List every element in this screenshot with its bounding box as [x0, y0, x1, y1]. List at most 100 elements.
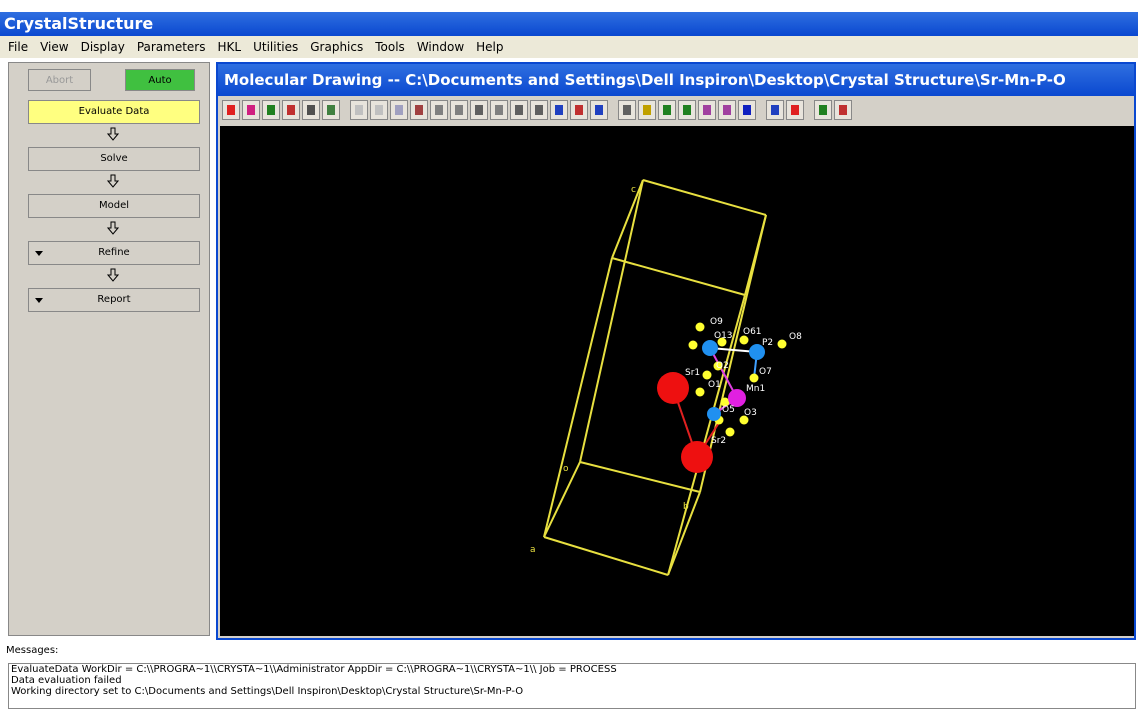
- message-line: EvaluateData WorkDir = C:\\PROGRA~1\\CRY…: [11, 664, 617, 675]
- atom-label: Sr2: [711, 436, 726, 446]
- tool-button[interactable]: [470, 100, 488, 120]
- menu-item[interactable]: HKL: [217, 40, 242, 54]
- oxygen-atom: [717, 337, 727, 347]
- tool-button[interactable]: [698, 100, 716, 120]
- sidebar: Abort Auto Evaluate Data Solve Model Refine…: [8, 62, 210, 636]
- toolbar: [222, 98, 922, 124]
- oxygen-atom: [695, 387, 705, 397]
- tool-button[interactable]: [718, 100, 736, 120]
- tool-button[interactable]: [242, 100, 260, 120]
- message-line: Data evaluation failed: [11, 675, 122, 686]
- step-button[interactable]: Model: [28, 194, 200, 218]
- step-button[interactable]: Refine: [28, 241, 200, 265]
- tool-button[interactable]: [678, 100, 696, 120]
- atom-label: O9: [710, 317, 723, 327]
- cell-edge: [667, 491, 701, 576]
- messages-box: EvaluateData WorkDir = C:\\PROGRA~1\\CRY…: [8, 663, 1136, 709]
- tool-button[interactable]: [302, 100, 320, 120]
- oxygen-atom: [713, 361, 723, 371]
- menu-item[interactable]: Tools: [375, 40, 405, 54]
- step-button[interactable]: Solve: [28, 147, 200, 171]
- oxygen-atom: [739, 415, 749, 425]
- atom: [702, 340, 718, 356]
- atom-label: O1: [708, 380, 721, 390]
- tool-button[interactable]: [430, 100, 448, 120]
- atom-label: O7: [759, 367, 772, 377]
- atom-label: Sr1: [685, 368, 700, 378]
- tool-button[interactable]: [510, 100, 528, 120]
- tool-button[interactable]: [450, 100, 468, 120]
- tool-button[interactable]: [834, 100, 852, 120]
- tool-button[interactable]: [786, 100, 804, 120]
- cell-edge: [543, 461, 581, 538]
- bond: [709, 347, 738, 399]
- axis-label: c: [631, 185, 636, 195]
- dropdown-arrow[interactable]: [35, 251, 43, 256]
- abort-button[interactable]: Abort: [28, 69, 91, 91]
- tool-button[interactable]: [370, 100, 388, 120]
- tool-button[interactable]: [590, 100, 608, 120]
- cell-edge: [543, 536, 669, 576]
- tool-button[interactable]: [322, 100, 340, 120]
- menu-item[interactable]: Utilities: [253, 40, 299, 54]
- oxygen-atom: [739, 335, 749, 345]
- app-title-bar: CrystalStructure: [0, 12, 1138, 36]
- tool-button[interactable]: [350, 100, 368, 120]
- cell-edge: [543, 257, 613, 538]
- atom-label: O13: [714, 331, 733, 341]
- app-title: CrystalStructure: [4, 14, 154, 33]
- atom: [681, 441, 713, 473]
- window-title: Molecular Drawing -- C:\Documents and Se…: [218, 64, 1134, 96]
- tool-button[interactable]: [390, 100, 408, 120]
- tool-button[interactable]: [738, 100, 756, 120]
- flow-arrow: [106, 126, 120, 141]
- tool-button[interactable]: [766, 100, 784, 120]
- atom-label: O8: [789, 332, 802, 342]
- cell-edge: [611, 179, 644, 259]
- oxygen-atom: [749, 373, 759, 383]
- oxygen-atom: [702, 370, 712, 380]
- oxygen-atom: [688, 340, 698, 350]
- cell-edge: [579, 461, 701, 493]
- menu-item[interactable]: View: [40, 40, 69, 54]
- cell-edge: [699, 214, 767, 493]
- menu-item[interactable]: Parameters: [136, 40, 206, 54]
- axis-label: b: [683, 502, 689, 512]
- tool-button[interactable]: [658, 100, 676, 120]
- message-line: Working directory set to C:\Documents an…: [11, 686, 524, 697]
- tool-button[interactable]: [638, 100, 656, 120]
- oxygen-atom: [695, 322, 705, 332]
- tool-button[interactable]: [814, 100, 832, 120]
- cell-edge: [579, 179, 644, 463]
- tool-button[interactable]: [618, 100, 636, 120]
- tool-button[interactable]: [410, 100, 428, 120]
- atom-label: O5: [722, 405, 735, 415]
- atom: [749, 344, 765, 360]
- atom-label: O61: [743, 327, 762, 337]
- menu-item[interactable]: Graphics: [310, 40, 364, 54]
- dropdown-arrow[interactable]: [35, 298, 43, 303]
- cell-edge: [642, 179, 767, 216]
- menu-item[interactable]: Window: [416, 40, 465, 54]
- menu-item[interactable]: Display: [80, 40, 125, 54]
- tool-button[interactable]: [550, 100, 568, 120]
- oxygen-atom: [725, 427, 735, 437]
- atom-label: O2: [716, 361, 729, 371]
- auto-button[interactable]: Auto: [125, 69, 195, 91]
- tool-button[interactable]: [490, 100, 508, 120]
- step-button[interactable]: Report: [28, 288, 200, 312]
- tool-button[interactable]: [570, 100, 588, 120]
- menu-item[interactable]: Help: [476, 40, 504, 54]
- step-button[interactable]: Evaluate Data: [28, 100, 200, 124]
- tool-button[interactable]: [262, 100, 280, 120]
- atom: [728, 389, 746, 407]
- axis-label: o: [563, 464, 569, 474]
- axis-label: a: [530, 545, 536, 555]
- menu-item[interactable]: File: [8, 40, 29, 54]
- tool-button[interactable]: [222, 100, 240, 120]
- tool-button[interactable]: [282, 100, 300, 120]
- oxygen-atom: [777, 339, 787, 349]
- tool-button[interactable]: [530, 100, 548, 120]
